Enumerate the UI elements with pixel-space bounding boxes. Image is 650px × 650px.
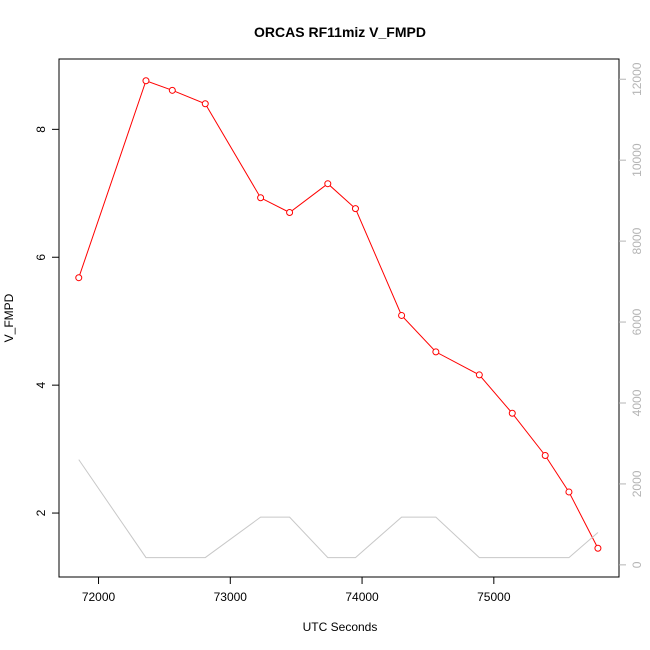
data-point [432, 348, 440, 356]
data-point [324, 180, 332, 188]
data-point [168, 86, 176, 94]
data-point [286, 208, 294, 216]
y-tick-label: 4 [34, 381, 48, 388]
y2-tick-label: 2000 [630, 470, 644, 497]
chart-title: ORCAS RF11miz V_FMPD [254, 24, 426, 40]
secondary-series-line [78, 459, 599, 559]
y2-tick-label: 12000 [630, 62, 644, 96]
data-point [594, 544, 602, 552]
y-tick-label: 8 [34, 126, 48, 133]
data-point [257, 194, 265, 202]
y-tick-label: 2 [34, 509, 48, 516]
primary-series-line [78, 80, 599, 549]
data-point [75, 274, 83, 282]
x-tick-label: 72000 [82, 590, 116, 604]
x-tick-label: 75000 [477, 590, 511, 604]
data-point [142, 77, 150, 85]
data-point [201, 100, 209, 108]
plot-frame [58, 58, 620, 578]
plot-area [75, 77, 602, 559]
y2-tick-label: 8000 [630, 227, 644, 254]
y-axis-right: 0 2000 4000 6000 8000 10000 12000 [619, 62, 644, 568]
x-axis-label: UTC Seconds [303, 620, 378, 634]
x-tick-label: 73000 [214, 590, 248, 604]
y2-tick-label: 0 [630, 561, 644, 568]
data-point [508, 409, 516, 417]
y-axis-label: V_FMPD [2, 293, 16, 342]
data-point [565, 488, 573, 496]
data-point [475, 371, 483, 379]
x-axis: 72000 73000 74000 75000 [82, 577, 511, 604]
y-axis-left: 2 4 6 8 [34, 126, 59, 516]
y2-tick-label: 10000 [630, 143, 644, 177]
data-point [398, 311, 406, 319]
y2-tick-label: 6000 [630, 308, 644, 335]
data-point [351, 205, 359, 213]
y-tick-label: 6 [34, 254, 48, 261]
data-point [541, 451, 549, 459]
x-tick-label: 74000 [345, 590, 379, 604]
y2-tick-label: 4000 [630, 389, 644, 416]
